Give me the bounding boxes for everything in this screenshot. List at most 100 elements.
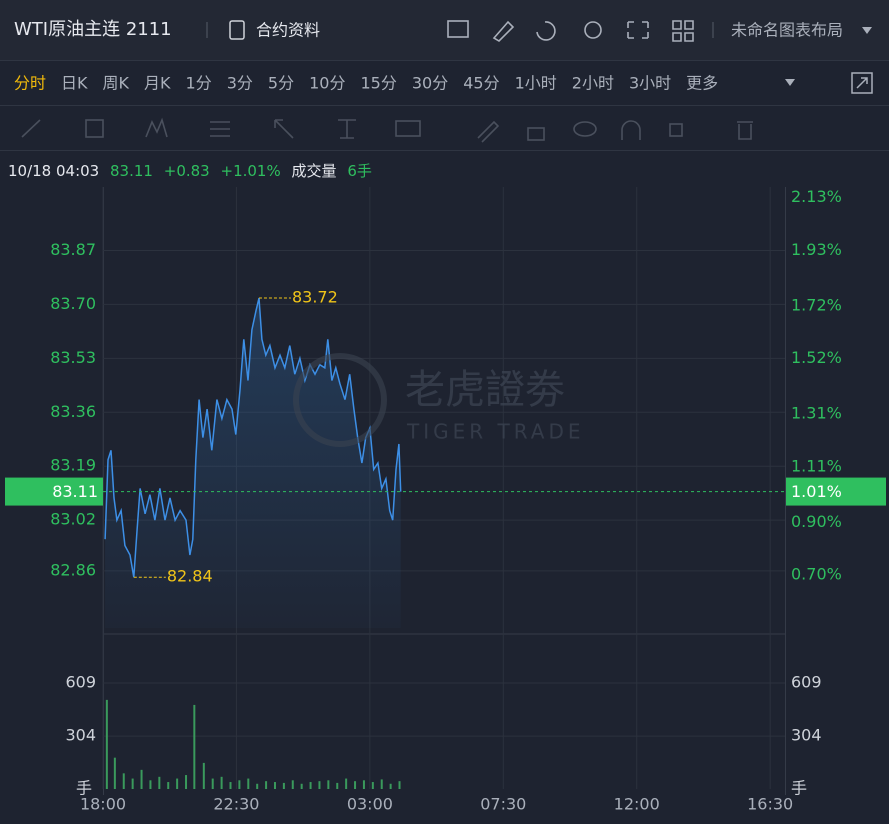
period-tab[interactable]: 周K <box>103 74 130 93</box>
info-line: 10/18 04:03 83.11 +0.83 +1.01% 成交量 6手 <box>8 162 372 180</box>
period-tab[interactable]: 更多 <box>686 74 718 93</box>
y-tick-label: 83.70 <box>50 294 96 313</box>
y-tick-label: 83.87 <box>50 240 96 259</box>
info-price: 83.11 <box>110 162 153 180</box>
contract-info[interactable]: 合约资料 <box>256 21 320 40</box>
period-bar: 分时 日K 周K 月K 1分 3分 5分 10分 15分 30分 45分 1小时 2小时 3小时 更多 <box>14 74 718 93</box>
tool-brush[interactable] <box>477 120 500 143</box>
icon-expand[interactable] <box>851 72 873 94</box>
watermark-cn: 老虎證劵 <box>405 367 565 413</box>
tool-rect[interactable] <box>85 119 104 138</box>
volume-bar <box>167 782 170 789</box>
volume-bar <box>131 778 134 789</box>
volume-bar <box>105 699 108 789</box>
icon-indicator[interactable] <box>447 20 469 38</box>
tool-copy[interactable] <box>669 123 683 137</box>
volume-bar <box>202 762 205 789</box>
layout-name[interactable]: 未命名图表布局 <box>731 21 843 40</box>
period-tab[interactable]: 3分 <box>227 74 253 93</box>
period-tab[interactable]: 日K <box>61 74 88 93</box>
period-tab[interactable]: 月K <box>144 74 171 93</box>
volume-bar <box>238 780 241 789</box>
period-tab[interactable]: 1小时 <box>515 74 557 93</box>
period-tab[interactable]: 45分 <box>463 74 499 93</box>
volume-bar <box>327 780 330 789</box>
toolbar-icons <box>447 20 694 43</box>
volume-bar <box>336 782 339 789</box>
volume-bar <box>282 782 285 789</box>
info-change: +0.83 <box>164 162 210 180</box>
icon-settings[interactable] <box>584 21 602 39</box>
volume-unit: 手 <box>791 779 807 798</box>
volume-tick-label: 304 <box>791 726 822 745</box>
tool-fib[interactable] <box>210 121 230 137</box>
volume-bar <box>389 783 392 789</box>
y2-tick-label: 1.31% <box>791 404 842 423</box>
y-tick-label: 83.02 <box>50 510 96 529</box>
period-tab[interactable]: 3小时 <box>629 74 671 93</box>
period-tab[interactable]: 10分 <box>309 74 345 93</box>
y2-tick-label: 1.93% <box>791 240 842 259</box>
period-tab[interactable]: 1分 <box>186 74 212 93</box>
tool-text[interactable] <box>395 120 421 137</box>
y2-tick-label: 0.90% <box>791 512 842 531</box>
y2-tick-label: 0.70% <box>791 565 842 584</box>
period-tab[interactable]: 分时 <box>14 74 46 93</box>
top-bar <box>0 0 889 60</box>
price-area <box>105 298 401 628</box>
current-pct-box <box>786 477 886 506</box>
tool-magnet[interactable] <box>621 120 641 140</box>
info-change-pct: +1.01% <box>221 162 281 180</box>
x-tick-label: 12:00 <box>614 795 660 814</box>
y2-tick-label: 1.11% <box>791 456 842 475</box>
volume-bar <box>229 782 232 789</box>
info-volume: 6手 <box>347 162 372 180</box>
period-tab[interactable]: 15分 <box>360 74 396 93</box>
watermark-en: TIGER TRADE <box>406 420 585 444</box>
volume-bar <box>354 781 357 789</box>
icon-fullscreen[interactable] <box>627 21 649 39</box>
current-pct-label: 1.01% <box>791 482 842 501</box>
tool-eye[interactable] <box>573 121 597 137</box>
doc-icon <box>229 20 245 40</box>
volume-bar <box>309 782 312 789</box>
volume-bar <box>247 778 250 789</box>
volume-bar <box>300 783 303 789</box>
period-tab[interactable]: 5分 <box>268 74 294 93</box>
icon-undo[interactable] <box>536 21 556 41</box>
extreme-label: 83.72 <box>292 288 338 307</box>
volume-bar <box>176 778 179 789</box>
x-tick-label: 16:30 <box>747 795 793 814</box>
period-tab[interactable]: 2小时 <box>572 74 614 93</box>
tool-pattern[interactable] <box>145 117 168 138</box>
volume-bar <box>113 757 116 789</box>
tool-line[interactable] <box>21 119 41 138</box>
x-tick-label: 22:30 <box>213 795 259 814</box>
y-tick-label: 82.86 <box>50 560 96 579</box>
icon-layout[interactable] <box>672 20 694 42</box>
tool-lock[interactable] <box>527 127 545 141</box>
volume-bar <box>185 775 188 789</box>
tool-arrow[interactable] <box>274 119 294 139</box>
info-volume-label: 成交量 <box>292 162 337 180</box>
volume-tick-label: 609 <box>65 672 96 691</box>
chart: 18:00 22:30 03:00 07:30 12:00 16:30 83.87 83.70… <box>5 187 886 814</box>
volume-bar <box>291 780 294 789</box>
x-tick-label: 18:00 <box>80 795 126 814</box>
volume-tick-label: 609 <box>791 672 822 691</box>
period-tab[interactable]: 30分 <box>412 74 448 93</box>
symbol-title[interactable]: WTI原油主连 2111 <box>14 19 172 40</box>
volume-bar <box>256 783 259 789</box>
y-tick-label: 83.19 <box>50 456 96 475</box>
current-price-box <box>5 477 103 506</box>
tool-measure[interactable] <box>338 119 356 139</box>
y-tick-label: 83.53 <box>50 348 96 367</box>
y2-tick-label: 1.72% <box>791 295 842 314</box>
x-tick-label: 03:00 <box>347 795 393 814</box>
icon-edit[interactable] <box>492 20 515 43</box>
info-datetime: 10/18 04:03 <box>8 162 99 180</box>
volume-bar <box>220 776 223 789</box>
tool-delete[interactable] <box>737 121 753 140</box>
